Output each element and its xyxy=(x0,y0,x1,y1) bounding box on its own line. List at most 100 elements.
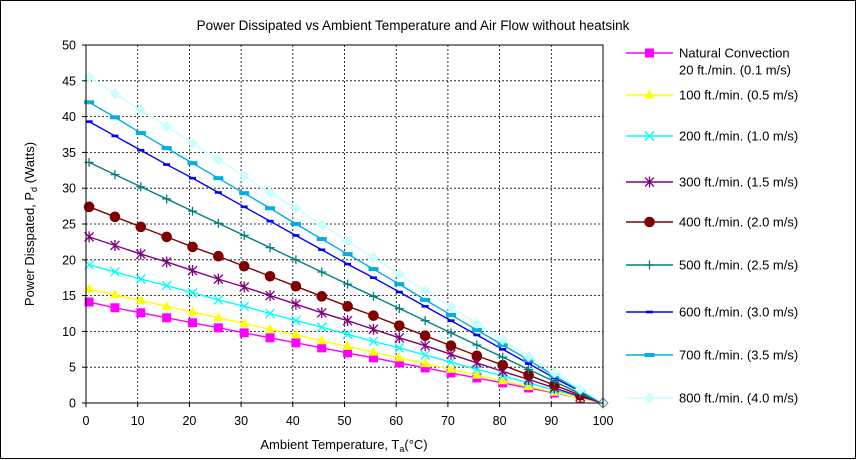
legend-label: 100 ft./min. (0.5 m/s) xyxy=(679,88,798,103)
legend-item-6: 500 ft./min. (2.5 m/s) xyxy=(626,258,798,273)
data-point xyxy=(343,348,353,358)
legend-item-9: 800 ft./min. (4.0 m/s) xyxy=(626,391,798,406)
data-point xyxy=(420,316,430,326)
data-point xyxy=(161,280,172,291)
y-tick-label: 50 xyxy=(62,39,76,53)
data-point xyxy=(497,375,508,385)
data-point xyxy=(368,323,379,335)
data-point xyxy=(162,313,172,323)
data-point xyxy=(135,131,146,136)
legend-label: 400 ft./min. (2.0 m/s) xyxy=(679,215,798,230)
x-tick-label: 40 xyxy=(286,414,300,428)
legend-item-8: 700 ft./min. (3.5 m/s) xyxy=(626,348,798,363)
data-point xyxy=(471,318,483,330)
data-point xyxy=(497,359,509,371)
data-point xyxy=(213,323,223,333)
data-point xyxy=(135,104,147,116)
series-2 xyxy=(84,283,604,404)
data-point xyxy=(290,329,301,339)
data-point xyxy=(187,137,199,149)
legend-label: 700 ft./min. (3.5 m/s) xyxy=(679,348,798,363)
data-point xyxy=(109,289,120,299)
y-tick-label: 10 xyxy=(62,325,76,339)
data-point xyxy=(419,285,431,297)
legend-marker xyxy=(644,353,655,357)
data-point xyxy=(265,206,276,211)
x-axis-label-sub: a xyxy=(399,444,404,454)
data-point xyxy=(213,273,224,285)
y-axis-label-sub: d xyxy=(29,187,39,192)
data-point xyxy=(368,291,378,301)
y-tick-label: 5 xyxy=(69,361,76,375)
data-point xyxy=(393,268,405,280)
data-point xyxy=(265,308,276,319)
data-point xyxy=(265,290,276,302)
data-point xyxy=(239,191,250,196)
legend-marker xyxy=(645,48,654,58)
data-point xyxy=(472,340,482,350)
data-point xyxy=(420,350,431,360)
data-point xyxy=(239,328,249,338)
data-point xyxy=(446,363,457,373)
series-lines xyxy=(83,71,609,409)
legend-marker xyxy=(645,260,654,270)
data-point xyxy=(187,265,198,277)
data-point xyxy=(265,243,275,253)
data-point xyxy=(395,290,403,294)
legend-item-5: 400 ft./min. (2.0 m/s) xyxy=(626,215,798,230)
data-point xyxy=(574,383,586,395)
legend-marker xyxy=(644,392,655,404)
data-point xyxy=(524,364,534,374)
data-point xyxy=(317,267,327,277)
y-axis-label-main: Power Disspated, P xyxy=(22,192,37,306)
data-point xyxy=(291,255,301,265)
data-point xyxy=(317,343,327,353)
data-point xyxy=(239,281,250,293)
x-tick-label: 70 xyxy=(441,414,455,428)
data-point xyxy=(84,100,95,105)
series-6 xyxy=(84,157,604,404)
legend-label: 200 ft./min. (1.0 m/s) xyxy=(679,129,798,144)
data-point xyxy=(471,327,482,332)
y-axis-label-unit: (Watts) xyxy=(22,142,37,187)
data-point xyxy=(109,88,121,100)
data-point xyxy=(189,176,197,180)
plot-area xyxy=(83,44,609,409)
data-point xyxy=(213,176,224,181)
data-point xyxy=(290,222,301,226)
data-point xyxy=(367,252,379,264)
data-point xyxy=(523,369,534,381)
data-point xyxy=(213,312,224,322)
data-point xyxy=(318,248,326,252)
data-point xyxy=(342,329,353,340)
y-tick-label: 15 xyxy=(62,289,76,303)
y-tick-label: 0 xyxy=(69,397,76,411)
legend-marker xyxy=(644,216,655,228)
data-point xyxy=(109,115,120,120)
data-point xyxy=(368,336,379,347)
y-tick-label: 25 xyxy=(62,218,76,232)
legend-label: 300 ft./min. (1.5 m/s) xyxy=(679,175,798,190)
y-tick-label: 20 xyxy=(62,253,76,267)
data-point xyxy=(162,194,172,204)
y-axis-label: Power Disspated, Pd (Watts) xyxy=(22,142,39,306)
data-point xyxy=(239,318,250,328)
data-point xyxy=(187,161,198,166)
data-point xyxy=(342,315,353,327)
data-point xyxy=(265,323,276,333)
data-point xyxy=(446,328,456,338)
series-3 xyxy=(84,259,604,404)
legend-label-secondary: 20 ft./min. (0.1 m/s) xyxy=(679,63,791,78)
data-point xyxy=(290,315,301,326)
data-point xyxy=(316,307,327,319)
data-point xyxy=(342,340,353,350)
data-point xyxy=(368,267,379,272)
legend-item-2: 100 ft./min. (0.5 m/s) xyxy=(626,88,798,103)
data-point xyxy=(342,301,353,312)
data-point xyxy=(368,353,378,363)
data-point xyxy=(292,234,300,237)
data-point xyxy=(135,221,147,233)
data-point xyxy=(187,241,198,253)
